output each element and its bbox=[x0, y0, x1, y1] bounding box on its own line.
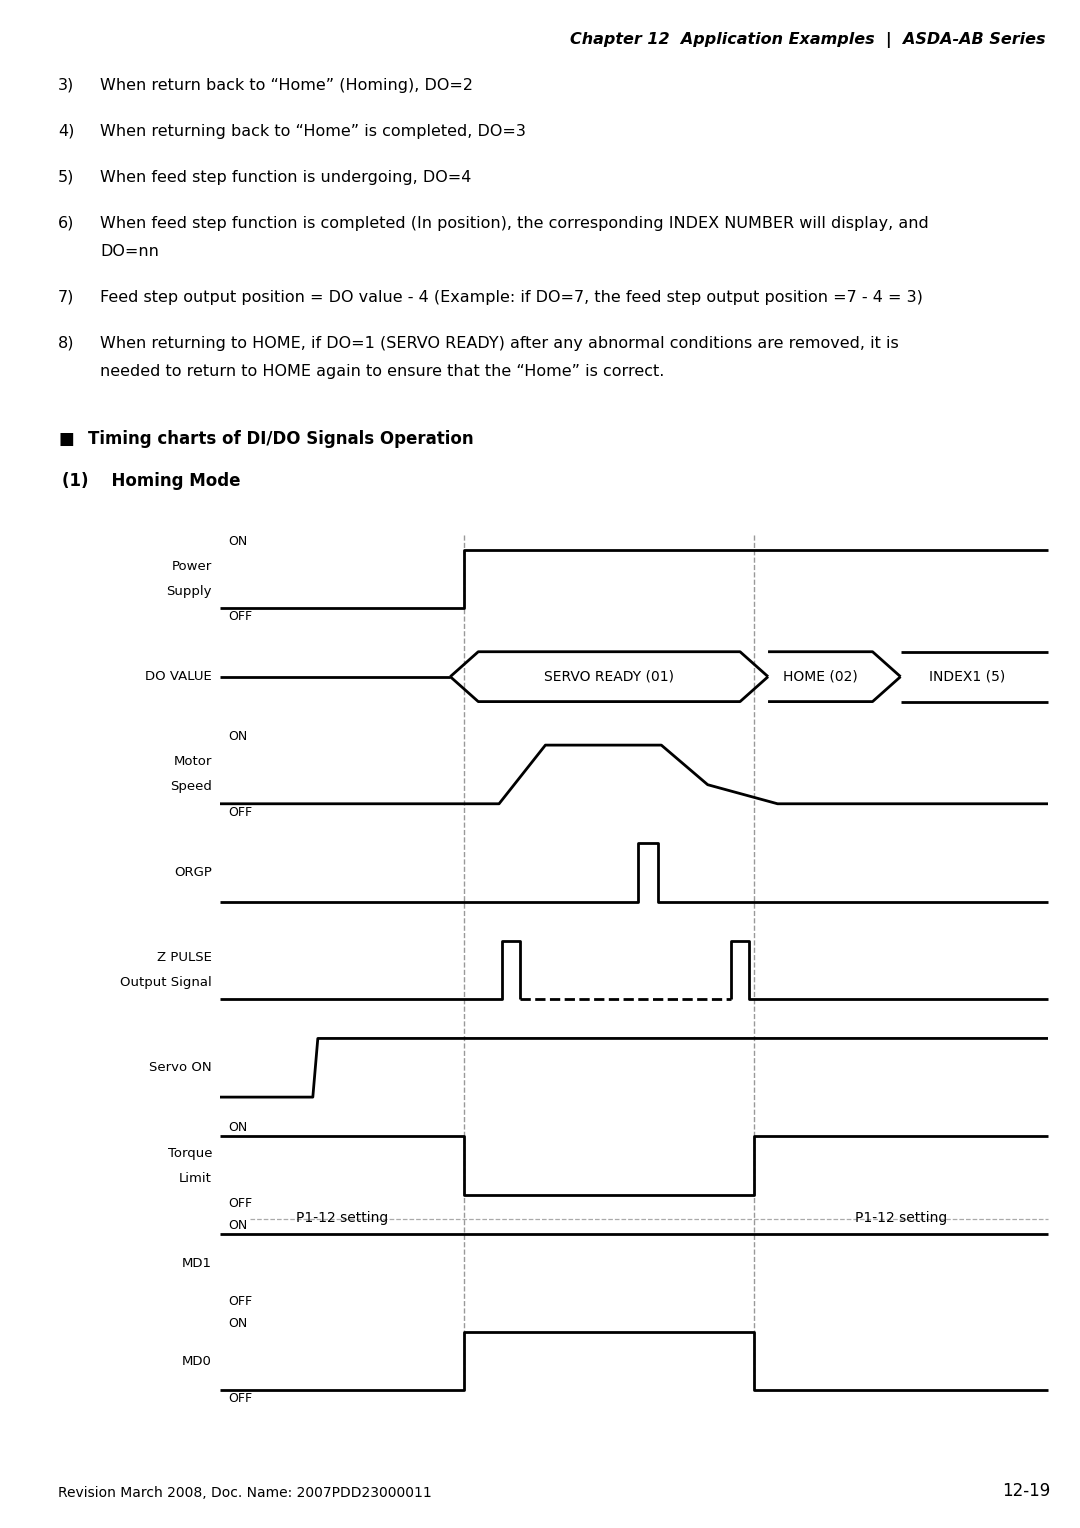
Text: SERVO READY (01): SERVO READY (01) bbox=[544, 669, 674, 683]
Text: ON: ON bbox=[228, 1122, 247, 1134]
Text: 7): 7) bbox=[58, 290, 75, 306]
Text: Output Signal: Output Signal bbox=[120, 976, 212, 989]
Text: Feed step output position = DO value - 4 (Example: if DO=7, the feed step output: Feed step output position = DO value - 4… bbox=[100, 290, 923, 306]
Text: needed to return to HOME again to ensure that the “Home” is correct.: needed to return to HOME again to ensure… bbox=[100, 364, 664, 379]
Text: When feed step function is undergoing, DO=4: When feed step function is undergoing, D… bbox=[100, 170, 471, 185]
Text: Supply: Supply bbox=[166, 585, 212, 597]
Text: Chapter 12  Application Examples  |  ASDA-AB Series: Chapter 12 Application Examples | ASDA-A… bbox=[569, 32, 1045, 47]
Text: 12-19: 12-19 bbox=[1002, 1482, 1050, 1500]
Text: 6): 6) bbox=[58, 215, 75, 231]
Text: When feed step function is completed (In position), the corresponding INDEX NUMB: When feed step function is completed (In… bbox=[100, 215, 929, 231]
Text: Torque: Torque bbox=[167, 1146, 212, 1160]
Text: OFF: OFF bbox=[228, 805, 252, 819]
Text: When return back to “Home” (Homing), DO=2: When return back to “Home” (Homing), DO=… bbox=[100, 78, 473, 93]
Text: MD0: MD0 bbox=[183, 1355, 212, 1368]
Text: ■: ■ bbox=[58, 429, 73, 448]
Text: OFF: OFF bbox=[228, 1196, 252, 1210]
Text: OFF: OFF bbox=[228, 1294, 252, 1308]
Text: P1-12 setting: P1-12 setting bbox=[296, 1210, 388, 1225]
Text: ON: ON bbox=[228, 1317, 247, 1329]
Text: DO VALUE: DO VALUE bbox=[145, 671, 212, 683]
Text: Power: Power bbox=[172, 559, 212, 573]
Text: ON: ON bbox=[228, 1219, 247, 1232]
Text: Servo ON: Servo ON bbox=[149, 1062, 212, 1074]
Text: 3): 3) bbox=[58, 78, 75, 93]
Text: OFF: OFF bbox=[228, 610, 252, 623]
Text: 4): 4) bbox=[58, 124, 75, 139]
Text: When returning back to “Home” is completed, DO=3: When returning back to “Home” is complet… bbox=[100, 124, 526, 139]
Text: Z PULSE: Z PULSE bbox=[157, 950, 212, 964]
Text: OFF: OFF bbox=[228, 1392, 252, 1406]
Text: Revision March 2008, Doc. Name: 2007PDD23000011: Revision March 2008, Doc. Name: 2007PDD2… bbox=[58, 1487, 432, 1500]
Text: Limit: Limit bbox=[179, 1172, 212, 1184]
Text: ON: ON bbox=[228, 535, 247, 547]
Text: 5): 5) bbox=[58, 170, 75, 185]
Text: P1-12 setting: P1-12 setting bbox=[855, 1210, 947, 1225]
Text: (1)    Homing Mode: (1) Homing Mode bbox=[62, 472, 241, 490]
Text: Timing charts of DI/DO Signals Operation: Timing charts of DI/DO Signals Operation bbox=[87, 429, 474, 448]
Text: 8): 8) bbox=[58, 336, 75, 351]
Text: Speed: Speed bbox=[171, 781, 212, 793]
Text: INDEX1 (5): INDEX1 (5) bbox=[929, 669, 1005, 683]
Text: ON: ON bbox=[228, 730, 247, 743]
Text: When returning to HOME, if DO=1 (SERVO READY) after any abnormal conditions are : When returning to HOME, if DO=1 (SERVO R… bbox=[100, 336, 899, 351]
Text: ORGP: ORGP bbox=[174, 866, 212, 879]
Text: Motor: Motor bbox=[174, 755, 212, 769]
Text: HOME (02): HOME (02) bbox=[783, 669, 858, 683]
Text: MD1: MD1 bbox=[183, 1258, 212, 1270]
Text: DO=nn: DO=nn bbox=[100, 244, 159, 260]
